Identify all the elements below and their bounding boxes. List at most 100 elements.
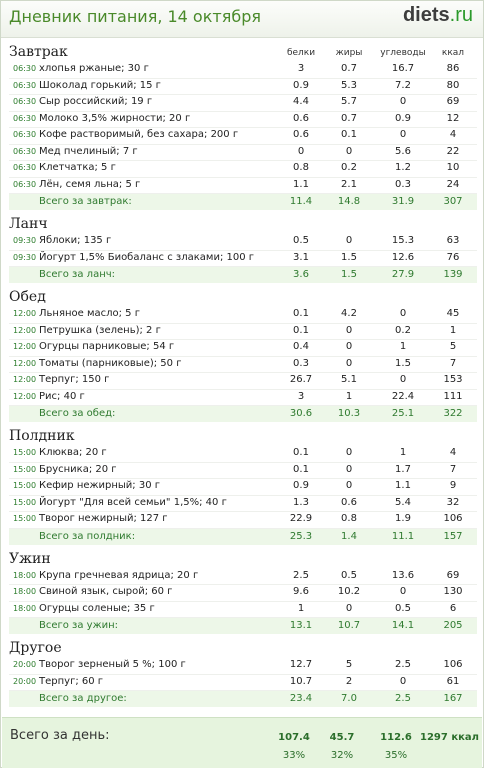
day-protein-pct: 33%	[282, 750, 306, 761]
food-row[interactable]: 20:00 Творог зерненый 5 %; 100 г 12.7 5 2.5 1…	[9, 658, 477, 675]
food-name: Творог зерненый 5 %; 100 г	[39, 659, 186, 670]
food-protein: 0.6	[293, 129, 309, 140]
food-row[interactable]: 15:00 Брусника; 20 г 0.1 0 1.7 7	[9, 463, 477, 479]
food-time: 09:30	[13, 236, 37, 245]
meal-total-row: Всего за ужин: 13.1 10.7 14.1 205	[9, 618, 477, 634]
meal-total-protein: 11.4	[289, 196, 313, 207]
food-row[interactable]: 15:00 Йогурт "Для всей семьи" 1,5%; 40 г 1…	[9, 496, 477, 512]
food-row[interactable]: 18:00 Крупа гречневая ядрица; 20 г 2.5 0.5 1…	[9, 569, 477, 585]
food-time: 15:00	[13, 497, 37, 507]
food-row[interactable]: 15:00 Клюква; 20 г 0.1 0 1 4	[9, 446, 477, 463]
food-name: Мед пчелиный; 7 г	[39, 145, 138, 157]
food-row[interactable]: 12:00 Огурцы парниковые; 54 г 0.4 0 1 5	[9, 340, 477, 357]
meal-header: Ужин	[9, 549, 477, 569]
food-kcal: 80	[446, 79, 460, 91]
column-header-fat: жиры	[335, 48, 363, 58]
food-kcal: 86	[446, 63, 460, 74]
day-carbs: 112.6	[380, 732, 412, 743]
day-protein: 107.4	[278, 732, 310, 743]
page-title: Дневник питания, 14 октября	[9, 7, 261, 26]
food-kcal: 63	[446, 235, 460, 246]
food-name: Клетчатка; 5 г	[39, 162, 116, 173]
meal-total-protein: 13.1	[289, 620, 313, 631]
food-row[interactable]: 09:30 Яблоки; 135 г 0.5 0 15.3 63	[9, 234, 477, 251]
food-row[interactable]: 15:00 Кефир нежирный; 30 г 0.9 0 1.1 9	[9, 479, 477, 496]
logo-suffix: .ru	[449, 4, 473, 26]
food-carbs: 22.4	[391, 390, 415, 402]
meal-total-label: Всего за ужин:	[39, 620, 119, 631]
food-protein: 0.1	[293, 463, 309, 475]
food-protein: 1.3	[293, 496, 309, 508]
food-name: хлопья ржаные; 30 г	[39, 63, 149, 74]
food-kcal: 106	[443, 513, 463, 524]
food-carbs: 12.6	[391, 251, 415, 263]
food-protein: 0.8	[293, 162, 309, 173]
food-row[interactable]: 06:30 Шоколад горький; 15 г 0.9 5.3 7.2 80	[9, 79, 477, 95]
food-protein: 1	[297, 602, 305, 614]
food-row[interactable]: 20:00 Терпуг; 60 г 10.7 2 0 61	[9, 675, 477, 691]
food-carbs: 13.6	[391, 569, 415, 581]
food-carbs: 0	[399, 374, 407, 385]
food-name: Молоко 3,5% жирности; 20 г	[39, 112, 191, 124]
food-row[interactable]: 06:30 Мед пчелиный; 7 г 0 0 5.6 22	[9, 145, 477, 161]
food-time: 06:30	[13, 64, 37, 73]
food-time: 18:00	[13, 570, 37, 580]
food-kcal: 12	[446, 112, 460, 124]
food-name: Огурцы парниковые; 54 г	[39, 341, 175, 352]
food-protein: 1.1	[293, 178, 309, 190]
food-protein: 0.1	[293, 324, 309, 336]
food-time: 12:00	[13, 325, 37, 335]
food-carbs: 1.9	[395, 513, 411, 524]
food-carbs: 1.7	[395, 463, 411, 475]
food-protein: 0.1	[293, 447, 309, 458]
food-row[interactable]: 06:30 Клетчатка; 5 г 0.8 0.2 1.2 10	[9, 161, 477, 178]
food-carbs: 1.1	[395, 480, 411, 491]
food-kcal: 1	[449, 324, 457, 336]
food-fat: 0.5	[341, 569, 357, 581]
food-protein: 0.4	[293, 341, 309, 352]
food-row[interactable]: 18:00 Свиной язык, сырой; 60 г 9.6 10.2 0 130	[9, 585, 477, 602]
food-row[interactable]: 06:30 Молоко 3,5% жирности; 20 г 0.6 0.7 0.9…	[9, 112, 477, 128]
meal-total-carbs: 11.1	[391, 530, 415, 542]
food-kcal: 7	[449, 357, 457, 369]
food-time: 12:00	[13, 309, 37, 318]
food-row[interactable]: 12:00 Томаты (парниковые); 50 г 0.3 0 1.5 7	[9, 357, 477, 373]
food-fat: 0.2	[341, 162, 357, 173]
food-protein: 26.7	[289, 374, 313, 385]
logo-main: diets	[402, 4, 450, 26]
food-row[interactable]: 06:30 Кофе растворимый, без сахара; 200 г…	[9, 128, 477, 145]
food-kcal: 76	[446, 251, 460, 263]
site-logo[interactable]: diets.ru	[403, 4, 473, 27]
food-fat: 2.1	[341, 178, 357, 190]
food-carbs: 1	[399, 341, 407, 352]
food-row[interactable]: 12:00 Терпуг; 150 г 26.7 5.1 0 153	[9, 373, 477, 390]
food-row[interactable]: 06:30 Лён, семя льна; 5 г 1.1 2.1 0.3 24	[9, 178, 477, 194]
meal-total-fat: 7.0	[341, 693, 357, 704]
food-row[interactable]: 06:30 хлопья ржаные; 30 г 3 0.7 16.7 86	[9, 62, 477, 79]
meal-total-row: Всего за обед: 30.6 10.3 25.1 322	[9, 406, 477, 422]
food-row[interactable]: 12:00 Рис; 40 г 3 1 22.4 111	[9, 390, 477, 406]
food-fat: 0	[345, 602, 353, 614]
food-name: Рис; 40 г	[39, 390, 85, 402]
food-row[interactable]: 18:00 Огурцы соленые; 35 г 1 0 0.5 6	[9, 602, 477, 618]
meal-total-fat: 14.8	[337, 196, 361, 207]
food-carbs: 5.6	[395, 145, 411, 157]
food-row[interactable]: 15:00 Творог нежирный; 127 г 22.9 0.8 1.9 106	[9, 512, 477, 529]
food-row[interactable]: 12:00 Петрушка (зелень); 2 г 0.1 0 0.2 1	[9, 324, 477, 340]
food-time: 06:30	[13, 130, 37, 139]
meal-total-label: Всего за обед:	[39, 408, 116, 419]
food-protein: 3	[297, 63, 305, 74]
food-fat: 0	[345, 341, 353, 352]
meal-total-row: Всего за завтрак: 11.4 14.8 31.9 307	[9, 194, 477, 210]
food-row[interactable]: 12:00 Льняное масло; 5 г 0.1 4.2 0 45	[9, 307, 477, 324]
food-carbs: 15.3	[391, 235, 415, 246]
food-protein: 10.7	[289, 675, 313, 687]
food-fat: 10.2	[337, 586, 361, 597]
meal-title: Другое	[9, 640, 62, 656]
food-protein: 0	[297, 145, 305, 157]
meals-container: Завтрак белки жиры углеводы ккал 06:30 хлопья …	[1, 42, 483, 749]
food-row[interactable]: 06:30 Сыр российский; 19 г 4.4 5.7 0 69	[9, 95, 477, 112]
food-fat: 0	[345, 463, 353, 475]
food-row[interactable]: 09:30 Йогурт 1,5% Биобаланс с злаками; 10…	[9, 251, 477, 267]
